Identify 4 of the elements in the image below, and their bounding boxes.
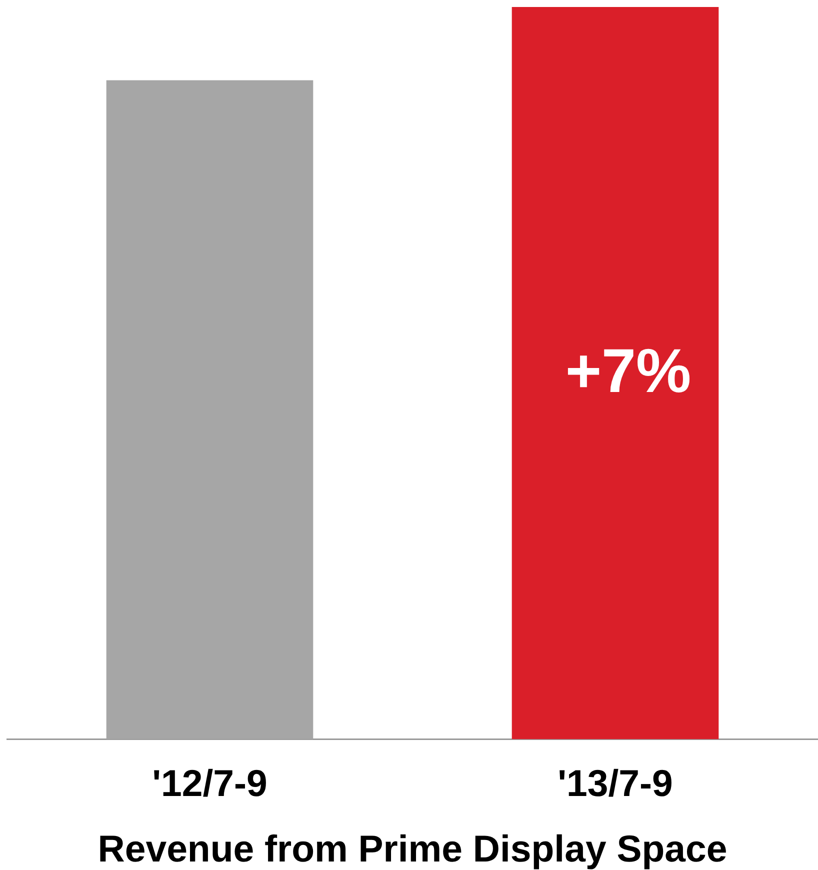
x-tick-label: '13/7-9 xyxy=(558,762,673,804)
x-axis-title: Revenue from Prime Display Space xyxy=(98,828,728,870)
x-tick-label: '12/7-9 xyxy=(152,762,268,804)
annotation: +7% xyxy=(565,337,692,406)
